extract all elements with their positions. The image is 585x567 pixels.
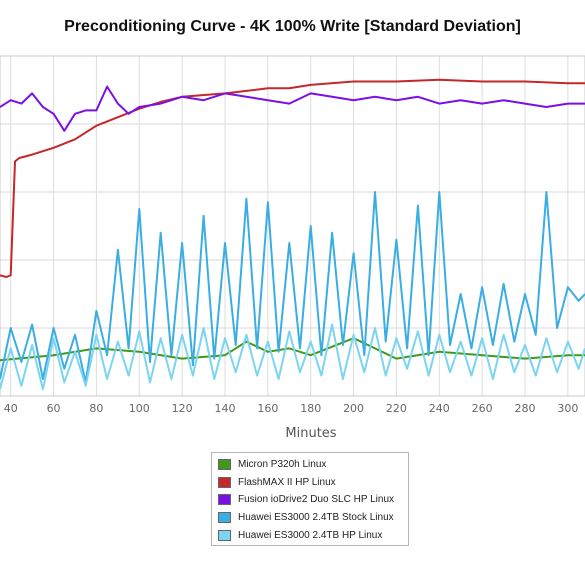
x-tick-label: 80 [89,402,103,415]
x-tick-label: 180 [300,402,321,415]
x-tick-label: 140 [215,402,236,415]
chart-title: Preconditioning Curve - 4K 100% Write [S… [64,18,521,35]
legend-item-3: Huawei ES3000 2.4TB Stock Linux [218,509,408,527]
legend-swatch [218,494,231,506]
x-axis-label: Minutes [285,426,336,441]
legend-item-1: FlashMAX II HP Linux [218,474,408,492]
series-line-0 [0,337,585,362]
x-tick-label: 300 [557,402,578,415]
legend-label: FlashMAX II HP Linux [238,476,336,488]
chart-plot: 40 60 80 100 120 140 160 180 200 220 240 260 280 300 … [0,55,585,441]
series-line-4 [0,323,585,391]
legend-item-0: Micron P320h Linux [218,456,408,474]
legend-label: Fusion ioDrive2 Duo SLC HP Linux [238,494,395,506]
legend-label: Huawei ES3000 2.4TB Stock Linux [238,512,394,524]
x-tick-label: 100 [129,402,150,415]
x-tick-label: 280 [515,402,536,415]
legend-swatch [218,459,231,471]
x-tick-label: 200 [343,402,364,415]
series-layer [0,78,585,391]
legend-item-2: Fusion ioDrive2 Duo SLC HP Linux [218,491,408,509]
x-tick-label: 240 [429,402,450,415]
legend-swatch [218,512,231,524]
x-tick-label: 260 [472,402,493,415]
series-line-2 [0,85,585,132]
legend-swatch [218,476,231,488]
legend-label: Micron P320h Linux [238,459,327,471]
x-tick-label: 120 [172,402,193,415]
series-line-1 [0,78,585,278]
x-tick-label: 60 [47,402,61,415]
legend-label: Huawei ES3000 2.4TB HP Linux [238,529,383,541]
x-tick-label: 160 [257,402,278,415]
legend: Micron P320h Linux FlashMAX II HP Linux Fu… [211,452,409,546]
x-tick-labels: 40 60 80 100 120 140 160 180 200 220 240 260 280 300 [4,402,579,415]
plot-frame [0,55,585,397]
x-tick-label: 220 [386,402,407,415]
legend-swatch [218,529,231,541]
series-line-3 [0,191,585,384]
legend-item-4: Huawei ES3000 2.4TB HP Linux [218,526,408,544]
x-tick-label: 40 [4,402,18,415]
